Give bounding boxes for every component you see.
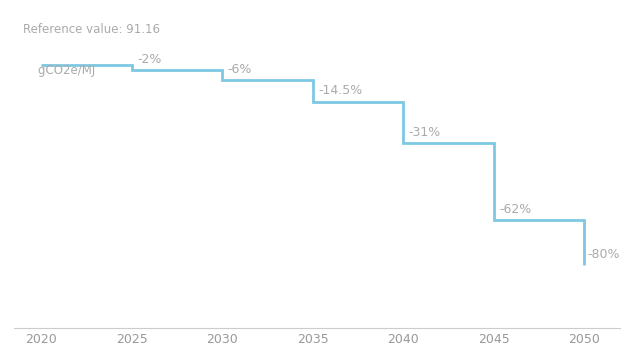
Text: Reference value: 91.16: Reference value: 91.16 [23,23,160,36]
Text: -80%: -80% [588,248,620,261]
Text: -14.5%: -14.5% [318,85,362,98]
Text: -31%: -31% [408,126,441,139]
Text: -62%: -62% [499,203,531,216]
Text: gCO2e/MJ: gCO2e/MJ [23,64,95,77]
Text: -2%: -2% [137,53,161,66]
Text: -6%: -6% [227,63,252,76]
